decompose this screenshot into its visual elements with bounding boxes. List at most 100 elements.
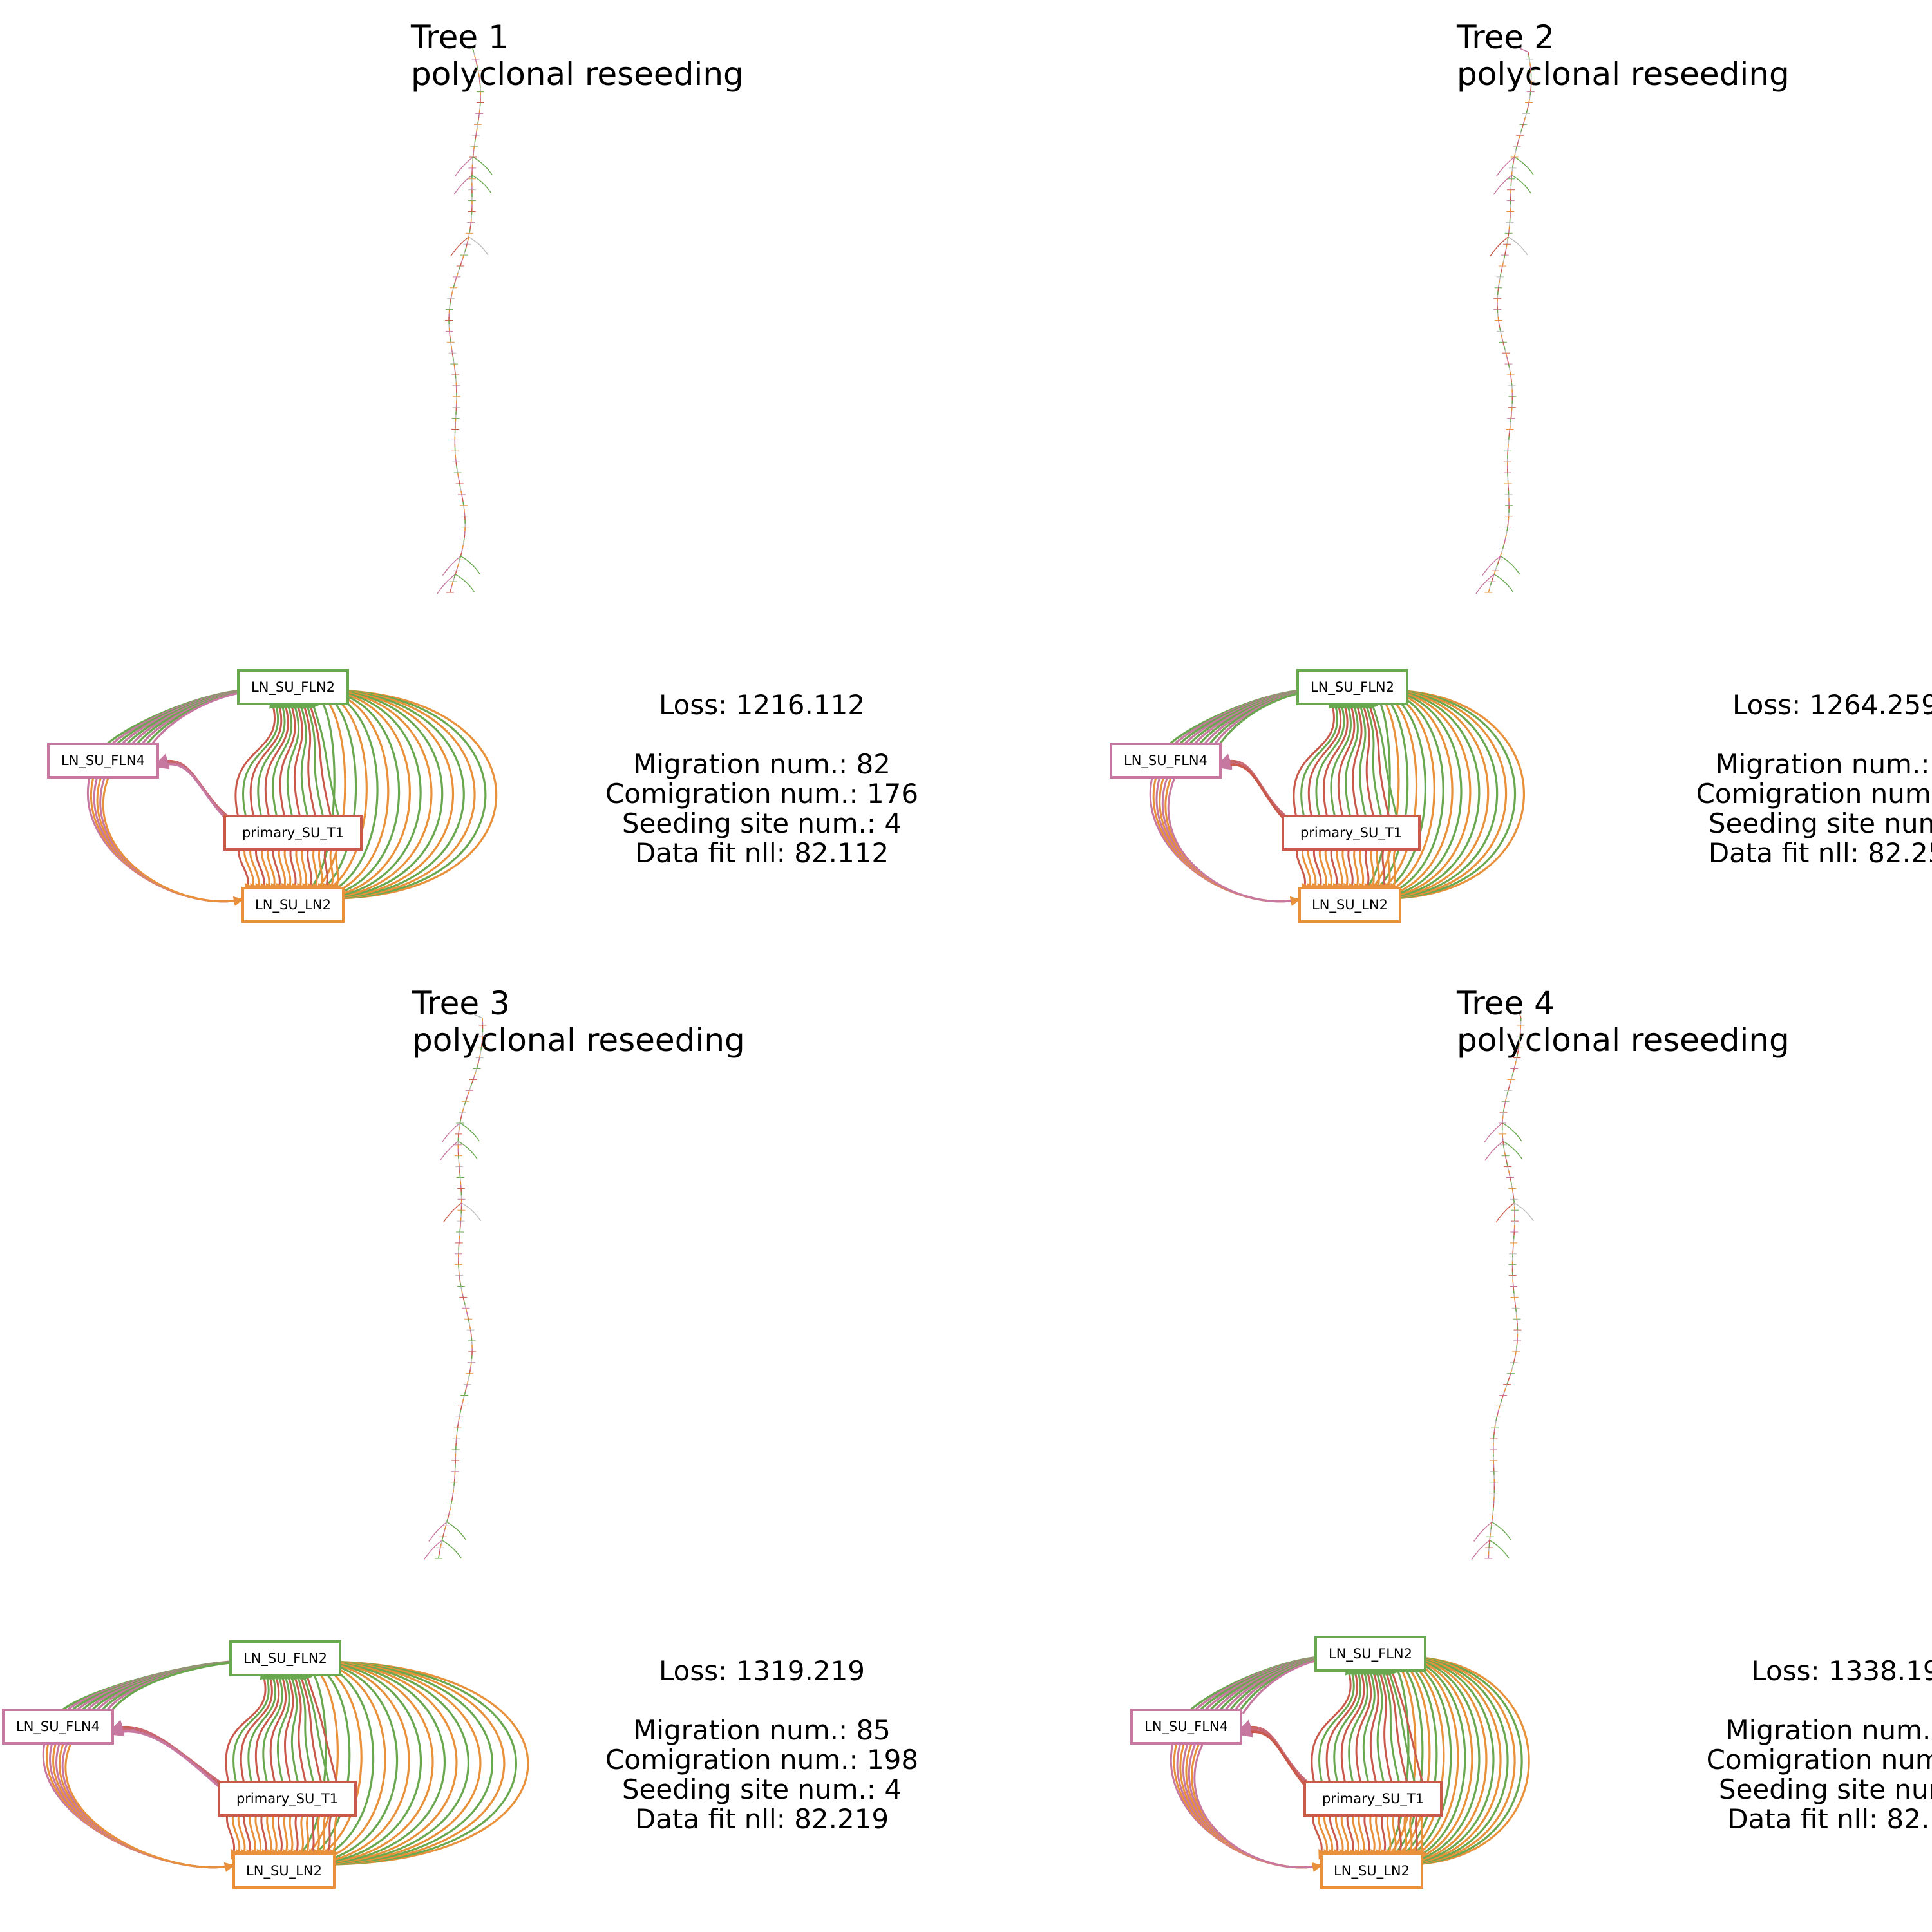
tree-edge	[1497, 316, 1499, 321]
tree-edge	[459, 556, 462, 560]
site-node-fln2: LN_SU_FLN2	[229, 1640, 341, 1676]
tree-edge	[1515, 1057, 1518, 1062]
edge-fln4-to-ln2	[1161, 774, 1300, 906]
tree-edge	[1522, 120, 1525, 125]
site-label: LN_SU_LN2	[1334, 1863, 1410, 1879]
tree-branch	[1511, 175, 1532, 194]
panel-tree-4: Tree 4 polyclonal reseeding LN_SU_FLN2 LN…	[966, 966, 1932, 1932]
tree-edge	[467, 236, 469, 241]
tree-edge	[453, 280, 457, 285]
tree-edge	[456, 1428, 459, 1432]
tree-edge	[471, 1359, 473, 1363]
data-fit-nll: Data fit nll: 82.19	[1727, 1803, 1932, 1835]
edge-ln2-to-fln2	[1385, 1652, 1488, 1866]
site-node-primary: primary_SU_T1	[1303, 1781, 1443, 1817]
tree-edge	[465, 1097, 468, 1102]
tree-edge	[1515, 1304, 1517, 1309]
tree-title: Tree 2	[1457, 19, 1555, 56]
edge-primary-to-fln2	[1362, 698, 1383, 820]
tree-branch	[471, 175, 492, 194]
tree-edge	[1513, 1290, 1515, 1294]
edge-primary-to-fln2	[277, 1669, 291, 1786]
edge-primary-to-fln2	[293, 698, 303, 820]
tree-branch	[1502, 1141, 1523, 1160]
tree-edge	[1513, 1065, 1516, 1069]
edge-primary-to-fln4	[110, 1722, 237, 1799]
tree-branch	[473, 156, 493, 176]
edge-ln2-to-fln2	[1361, 685, 1463, 900]
tree-edge	[469, 1366, 471, 1370]
tree-edge	[462, 1398, 464, 1403]
site-label: LN_SU_FLN4	[1124, 753, 1208, 769]
tree-edge	[469, 229, 471, 234]
tree-edge	[1499, 276, 1501, 281]
edge-primary-to-fln2	[1337, 698, 1357, 820]
tree-edge	[472, 48, 475, 52]
tree-edge	[464, 247, 467, 252]
tree-branch	[1500, 556, 1520, 575]
site-node-fln2: LN_SU_FLN2	[1314, 1636, 1426, 1672]
loss-value: Loss: 1216.112	[658, 689, 866, 721]
site-node-fln4: LN_SU_FLN4	[1130, 1709, 1242, 1745]
edge-fln4-to-ln2	[93, 774, 243, 906]
site-label: LN_SU_LN2	[246, 1863, 322, 1879]
tree-edge	[455, 276, 457, 281]
tree-edge	[1509, 371, 1511, 375]
tree-edge	[1502, 545, 1504, 549]
tree-edge	[1508, 1170, 1510, 1175]
tree-edge	[1520, 128, 1523, 132]
tree-edge	[473, 142, 476, 147]
tree-edge	[470, 1083, 473, 1087]
tree-branch	[458, 1141, 478, 1160]
seeding-site-num: Seeding site num.: 4	[621, 808, 902, 839]
edge-ln2-to-fln2	[292, 1656, 422, 1866]
edge-ln2-to-fln2	[1359, 685, 1454, 900]
edge-primary-to-fln2	[1388, 1665, 1425, 1786]
tree-edge	[462, 1104, 466, 1109]
edge-primary-to-fln2	[242, 698, 282, 820]
tree-edge	[1511, 171, 1513, 176]
tree-edge	[1508, 1086, 1510, 1091]
tree-edge	[458, 1126, 460, 1131]
tree-edge	[1497, 1409, 1499, 1414]
tree-edge	[453, 1486, 455, 1490]
tree-edge	[459, 265, 461, 270]
tree-edge	[1514, 1061, 1517, 1066]
tree-edge	[477, 124, 478, 129]
tree-edge	[1508, 229, 1510, 234]
tree-edge	[459, 1275, 460, 1280]
migration-num: Migration num.: 85	[633, 1714, 891, 1746]
tree-edge	[1519, 131, 1522, 136]
stats-block: Loss: 1338.19 Migration num.: 8 Comigrat…	[1707, 1656, 1932, 1834]
tree-branch	[428, 1522, 448, 1542]
tree-edge	[468, 1319, 470, 1323]
tree-title: Tree 1	[411, 19, 509, 56]
migration-num: Migration num.: 8	[1715, 748, 1932, 780]
site-box	[237, 669, 349, 705]
tree-edge	[462, 498, 464, 502]
tree-edge	[466, 1380, 469, 1385]
edge-primary-to-fln2	[264, 698, 291, 820]
edge-ln2-to-fln2	[303, 685, 411, 900]
tree-edge	[1495, 567, 1497, 571]
tree-edge	[473, 149, 475, 154]
tree-edge	[440, 1544, 442, 1548]
edge-primary-to-fln4	[110, 1723, 237, 1801]
tree-edge	[450, 298, 451, 303]
tree-edge	[1528, 52, 1530, 56]
tree-edge	[1491, 1518, 1493, 1522]
edge-primary-to-fln2	[1345, 698, 1359, 820]
site-label: primary_SU_T1	[1300, 825, 1402, 841]
edge-primary-to-fln2	[1293, 698, 1338, 820]
tree-branch	[455, 574, 475, 593]
migration-edges	[42, 1655, 529, 1872]
edge-fln4-to-ln2	[59, 1740, 234, 1872]
edge-ln2-to-fln2	[310, 685, 455, 900]
tree-branch	[1495, 1202, 1515, 1223]
tree-edge	[1492, 1515, 1493, 1519]
site-label: LN_SU_LN2	[1312, 897, 1388, 913]
edge-ln2-to-fln2	[1369, 685, 1499, 900]
tree-edge	[1513, 1195, 1515, 1200]
tree-edge	[1513, 1293, 1515, 1298]
edge-primary-to-fln2	[1348, 1665, 1370, 1786]
